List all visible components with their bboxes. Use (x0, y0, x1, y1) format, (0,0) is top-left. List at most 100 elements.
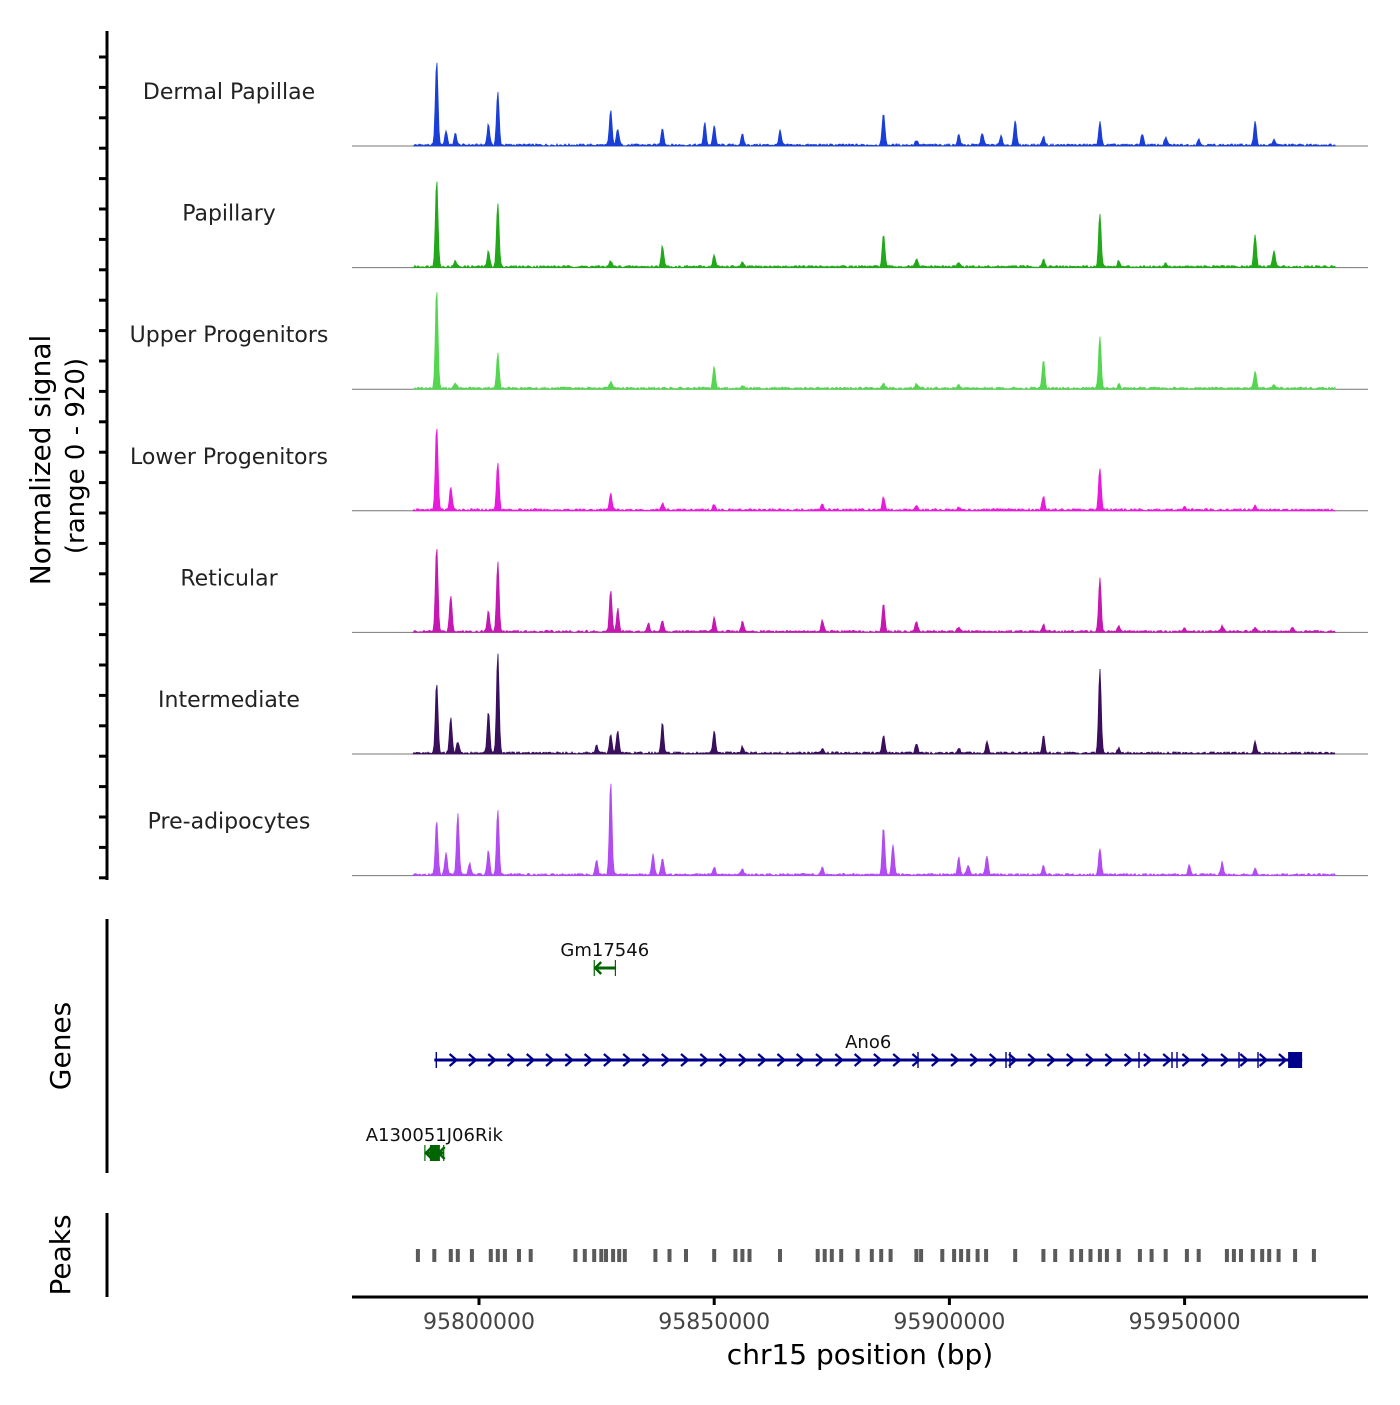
peak-mark (1149, 1249, 1154, 1262)
peak-mark (829, 1249, 834, 1262)
strand-arrow (436, 1146, 446, 1160)
peak-mark (1311, 1249, 1316, 1262)
gene-ano6: Ano6 (434, 1032, 1303, 1068)
strand-arrow (622, 1053, 632, 1067)
peak-mark (839, 1249, 844, 1262)
peaks-panel: Peaks (44, 1213, 1316, 1297)
peak-mark (573, 1249, 578, 1262)
peak-mark (1231, 1249, 1236, 1262)
strand-arrow (950, 1053, 960, 1067)
peak-mark (952, 1249, 957, 1262)
strand-arrow (1239, 1053, 1249, 1067)
peak-mark (1104, 1249, 1109, 1262)
coverage-panel: Normalized signal (range 0 - 920) Dermal… (24, 31, 1368, 880)
peak-mark (1196, 1249, 1201, 1262)
peak-mark (1184, 1249, 1189, 1262)
coverage-area (412, 549, 1336, 634)
strand-arrow (1162, 1053, 1172, 1067)
track-label: Pre-adipocytes (148, 810, 311, 835)
x-tick-label: 95800000 (423, 1310, 535, 1335)
peak-mark (1088, 1249, 1093, 1262)
coverage-y-axis (99, 31, 109, 880)
track-pre-adipocytes: Pre-adipocytes (148, 783, 1368, 877)
peak-mark (1116, 1249, 1121, 1262)
peak-mark (1276, 1249, 1281, 1262)
exon-block (429, 1145, 440, 1161)
peak-mark (733, 1249, 738, 1262)
strand-arrow (873, 1053, 883, 1067)
coverage-area (412, 62, 1336, 147)
peak-mark (611, 1249, 616, 1262)
peak-mark (667, 1249, 672, 1262)
strand-arrow (1027, 1053, 1037, 1067)
peak-mark (415, 1249, 420, 1262)
strand-arrow (1181, 1053, 1192, 1067)
strand-arrow (1008, 1053, 1018, 1067)
peak-mark (469, 1249, 474, 1262)
strand-arrow (1123, 1053, 1134, 1067)
peak-mark (592, 1249, 597, 1262)
strand-arrow (699, 1053, 709, 1067)
peak-mark (815, 1249, 820, 1262)
track-label: Intermediate (158, 688, 300, 713)
strand-arrow (969, 1053, 979, 1067)
peak-marks (415, 1249, 1316, 1262)
strand-arrow (988, 1053, 999, 1067)
peak-mark (712, 1249, 717, 1262)
peak-mark (879, 1249, 884, 1262)
track-papillary: Papillary (182, 181, 1368, 269)
genes-y-label: Genes (44, 1002, 77, 1090)
peak-mark (747, 1249, 752, 1262)
strand-arrow (448, 1053, 459, 1067)
peak-mark (1041, 1249, 1046, 1262)
coverage-area (411, 181, 1336, 269)
strand-arrow (564, 1053, 574, 1067)
strand-arrow (487, 1053, 497, 1067)
strand-arrow (795, 1053, 806, 1067)
gene-label: A130051J06Rik (366, 1125, 504, 1146)
coverage-y-label-line1: Normalized signal (24, 335, 57, 586)
coverage-area (413, 292, 1336, 391)
peak-mark (1137, 1249, 1142, 1262)
coverage-tracks: Dermal Papillae Papillary Upper Progenitor… (130, 62, 1368, 877)
peak-mark (1267, 1249, 1272, 1262)
strand-arrow (815, 1053, 825, 1067)
peak-mark (488, 1249, 493, 1262)
peak-mark (1293, 1249, 1298, 1262)
peak-mark (495, 1249, 500, 1262)
x-tick-label: 95950000 (1129, 1310, 1241, 1335)
genes-panel: Genes Gm17546 Ano6 A130051J06Rik (44, 919, 1303, 1173)
peak-mark (599, 1249, 604, 1262)
strand-arrow (1278, 1053, 1288, 1067)
peak-mark (455, 1249, 460, 1262)
track-upper-progenitors: Upper Progenitors (130, 292, 1368, 391)
strand-arrow (718, 1053, 729, 1067)
peak-mark (1163, 1249, 1168, 1262)
strand-arrow (680, 1053, 690, 1067)
peak-mark (975, 1249, 980, 1262)
strand-arrow (506, 1053, 517, 1067)
peak-mark (919, 1249, 924, 1262)
peak-mark (1239, 1249, 1243, 1262)
track-label: Upper Progenitors (130, 323, 329, 348)
peak-mark (517, 1249, 521, 1262)
peak-mark (622, 1249, 627, 1262)
peak-mark (984, 1249, 989, 1262)
strand-arrow (583, 1053, 594, 1067)
peak-mark (914, 1249, 919, 1262)
peak-mark (432, 1249, 437, 1262)
strand-arrow (660, 1053, 671, 1067)
peak-mark (740, 1249, 745, 1262)
track-lower-progenitors: Lower Progenitors (130, 428, 1368, 512)
track-label: Dermal Papillae (143, 80, 315, 105)
strand-arrow (776, 1053, 787, 1067)
peak-mark (966, 1249, 971, 1262)
gene-a130051j06rik: A130051J06Rik (366, 1125, 504, 1161)
peak-mark (1079, 1249, 1084, 1262)
peak-mark (684, 1249, 688, 1262)
strand-arrow (1200, 1053, 1211, 1067)
peak-mark (959, 1249, 964, 1262)
x-tick-label: 95900000 (893, 1310, 1005, 1335)
